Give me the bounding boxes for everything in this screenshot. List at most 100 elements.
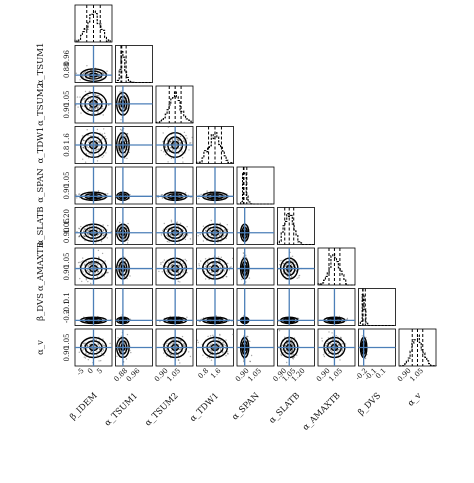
- scatter-point: [167, 351, 169, 353]
- scatter-point: [182, 270, 185, 272]
- scatter-point: [103, 349, 105, 352]
- scatter-point: [250, 354, 253, 357]
- panel-7-5: [277, 288, 315, 326]
- scatter-point: [178, 147, 180, 150]
- scatter-point: [90, 282, 92, 285]
- scatter-point: [178, 234, 180, 237]
- scatter-point: [91, 98, 93, 100]
- scatter-point: [79, 96, 81, 98]
- scatter-point: [189, 238, 192, 240]
- scatter-point: [209, 335, 212, 337]
- scatter-point: [179, 362, 181, 364]
- scatter-point: [161, 194, 163, 196]
- scatter-point: [158, 270, 160, 273]
- scatter-point: [279, 260, 281, 262]
- scatter-point: [170, 219, 173, 221]
- panel-7-3: [196, 288, 234, 326]
- panel-4-4: [236, 166, 275, 205]
- scatter-point: [102, 344, 104, 347]
- scatter-point: [179, 269, 181, 271]
- scatter-point: [165, 228, 168, 231]
- scatter-point: [202, 240, 205, 242]
- scatter-point: [98, 140, 101, 143]
- scatter-point: [226, 224, 228, 226]
- scatter-point: [127, 140, 129, 143]
- scatter-point: [209, 357, 211, 359]
- scatter-point: [176, 221, 178, 223]
- panel-3-0: [74, 126, 113, 164]
- scatter-point: [220, 256, 222, 258]
- scatter-point: [81, 143, 83, 145]
- scatter-point: [82, 271, 84, 273]
- scatter-point: [96, 228, 98, 230]
- scatter-point: [185, 260, 188, 262]
- scatter-point: [87, 110, 89, 113]
- scatter-point: [170, 350, 172, 352]
- panel-6-6: [317, 247, 356, 286]
- scatter-point: [176, 225, 178, 227]
- panel-0-0: [74, 4, 113, 43]
- scatter-point: [165, 349, 167, 352]
- scatter-point: [103, 344, 105, 346]
- scatter-point: [179, 222, 182, 224]
- scatter-point: [87, 354, 89, 356]
- scatter-point: [291, 260, 294, 262]
- panel-6-2: [155, 247, 194, 286]
- scatter-point: [220, 241, 222, 243]
- scatter-point: [123, 108, 126, 110]
- scatter-point: [168, 273, 170, 275]
- scatter-point: [95, 242, 97, 244]
- scatter-point: [96, 72, 99, 74]
- scatter-point: [198, 265, 200, 267]
- scatter-point: [170, 229, 173, 231]
- scatter-point: [204, 278, 207, 280]
- scatter-point: [128, 151, 130, 153]
- scatter-point: [78, 193, 80, 195]
- scatter-point: [178, 243, 181, 245]
- scatter-point: [206, 227, 208, 229]
- scatter-point: [219, 230, 222, 232]
- scatter-point: [205, 196, 207, 199]
- scatter-point: [100, 360, 102, 362]
- scatter-point: [160, 149, 162, 152]
- scatter-point: [224, 270, 226, 272]
- panel-3-2: [155, 126, 194, 164]
- scatter-point: [106, 70, 108, 72]
- scatter-point: [165, 146, 167, 148]
- histogram-α_TSUM2: [155, 91, 194, 124]
- scatter-point: [223, 194, 225, 196]
- scatter-point: [81, 105, 84, 107]
- scatter-point: [90, 135, 93, 137]
- scatter-point: [249, 340, 251, 343]
- scatter-point: [125, 135, 127, 138]
- scatter-point: [88, 90, 91, 93]
- scatter-point: [184, 238, 187, 241]
- scatter-point: [220, 233, 222, 235]
- panel-6-5: [277, 247, 315, 286]
- scatter-point: [102, 235, 105, 237]
- scatter-point: [170, 339, 172, 341]
- scatter-point: [223, 234, 225, 236]
- scatter-point: [102, 108, 104, 110]
- scatter-point: [89, 153, 92, 155]
- scatter-point: [89, 139, 91, 141]
- scatter-point: [219, 222, 221, 225]
- scatter-point: [107, 272, 109, 274]
- scatter-point: [90, 350, 93, 353]
- scatter-point: [291, 255, 294, 257]
- scatter-point: [186, 234, 189, 236]
- scatter-point: [79, 261, 81, 263]
- scatter-point: [96, 106, 98, 109]
- scatter-point: [163, 222, 165, 225]
- scatter-point: [204, 258, 207, 260]
- panel-8-2: [155, 328, 194, 367]
- panel-1-1: [115, 45, 153, 84]
- scatter-point: [292, 358, 294, 360]
- panel-7-7: [358, 288, 396, 327]
- scatter-point: [87, 134, 89, 136]
- scatter-point: [84, 90, 87, 93]
- scatter-point: [94, 93, 96, 96]
- scatter-point: [225, 339, 227, 341]
- scatter-point: [204, 265, 207, 268]
- scatter-point: [225, 237, 227, 240]
